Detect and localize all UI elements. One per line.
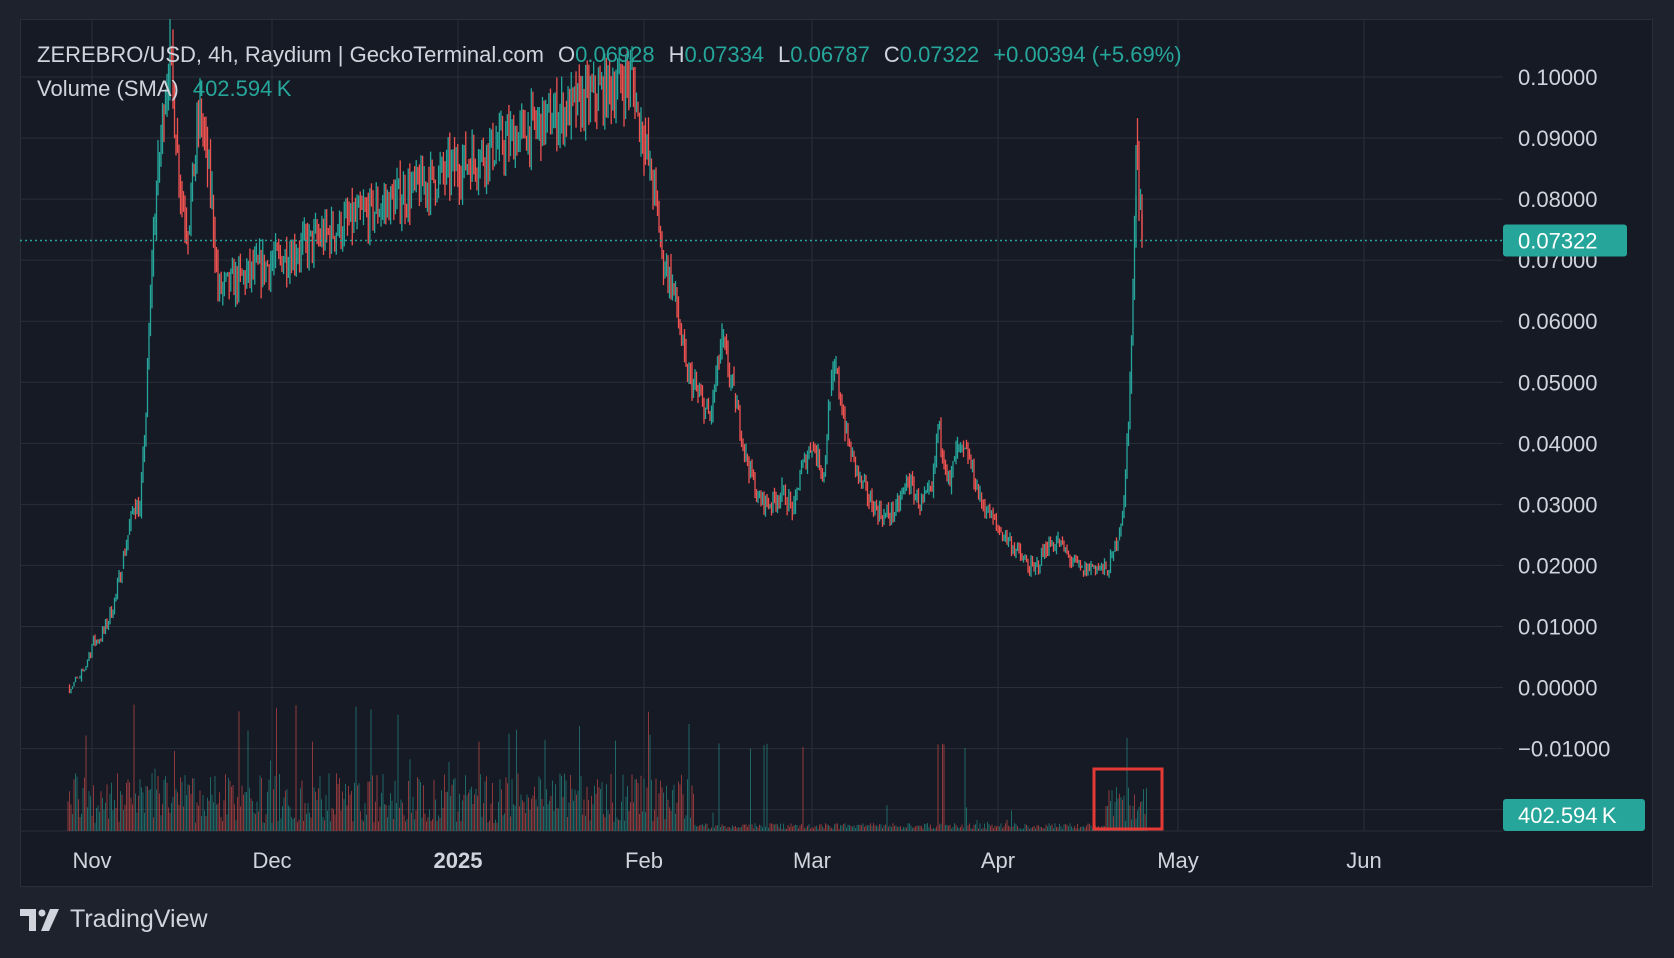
volume-highlight-box bbox=[1092, 767, 1164, 831]
high-label: H bbox=[668, 42, 685, 67]
price-badge: 0.07322 bbox=[1503, 224, 1627, 257]
close-value: 0.07322 bbox=[899, 42, 980, 67]
y-tick-label: 0.04000 bbox=[1518, 431, 1598, 456]
low-value: 0.06787 bbox=[790, 42, 870, 67]
change-value: +0.00394 (+5.69%) bbox=[993, 42, 1182, 67]
tradingview-logo-icon bbox=[20, 908, 59, 931]
volume-value: 402.594 K bbox=[192, 76, 292, 101]
ohlc-row: ZEREBRO/USD, 4h, Raydium | GeckoTerminal… bbox=[37, 38, 1182, 72]
y-axis-labels: 0.100000.090000.080000.070000.060000.050… bbox=[1518, 65, 1610, 823]
close-label: C bbox=[883, 42, 900, 67]
grid bbox=[20, 19, 1503, 832]
y-tick-label: 0.10000 bbox=[1518, 65, 1598, 90]
y-tick-label: 0.01000 bbox=[1518, 614, 1598, 639]
volume-bars bbox=[67, 704, 1147, 831]
low-label: L bbox=[778, 42, 791, 67]
y-tick-label: 0.00000 bbox=[1518, 676, 1598, 701]
x-tick-label: 2025 bbox=[434, 848, 483, 873]
price-badge-text: 0.07322 bbox=[1518, 228, 1598, 253]
x-tick-label: Mar bbox=[793, 848, 831, 873]
open-value: 0.06928 bbox=[575, 42, 655, 67]
y-tick-label: 0.02000 bbox=[1518, 553, 1598, 578]
open-label: O bbox=[557, 42, 576, 67]
symbol-title[interactable]: ZEREBRO/USD, 4h, Raydium | GeckoTerminal… bbox=[37, 42, 544, 67]
y-tick-label: 0.06000 bbox=[1518, 309, 1598, 334]
chart-frame bbox=[20, 19, 1653, 887]
volume-label[interactable]: Volume (SMA) bbox=[37, 76, 179, 101]
x-tick-label: Dec bbox=[252, 848, 291, 873]
x-tick-label: Apr bbox=[981, 848, 1015, 873]
y-tick-label: 0.08000 bbox=[1518, 187, 1598, 212]
y-tick-label: 0.03000 bbox=[1518, 492, 1598, 517]
y-tick-label: 0.05000 bbox=[1518, 370, 1598, 395]
volume-badge-background bbox=[1503, 799, 1645, 831]
x-tick-label: Jun bbox=[1346, 848, 1381, 873]
x-axis-labels: Nov Dec 2025 Feb Mar Apr May Jun bbox=[72, 848, 1381, 873]
footer[interactable]: TradingView bbox=[20, 905, 208, 934]
tradingview-brand: TradingView bbox=[70, 905, 208, 933]
price-badge-background bbox=[1503, 224, 1627, 257]
x-tick-label: May bbox=[1157, 848, 1199, 873]
price-candles bbox=[68, 19, 1143, 694]
x-tick-label: Feb bbox=[625, 848, 663, 873]
volume-row: Volume (SMA) 402.594 K bbox=[37, 72, 1182, 106]
y-tick-label: −0.01000 bbox=[1518, 737, 1610, 762]
volume-badge-text: 402.594 K bbox=[1518, 803, 1617, 828]
volume-badge: 402.594 K bbox=[1503, 799, 1645, 831]
chart-svg[interactable]: 0.100000.090000.080000.070000.060000.050… bbox=[20, 19, 1653, 887]
y-tick-label: 0.09000 bbox=[1518, 126, 1598, 151]
chart-legend: ZEREBRO/USD, 4h, Raydium | GeckoTerminal… bbox=[37, 38, 1182, 106]
high-value: 0.07334 bbox=[684, 42, 765, 67]
x-tick-label: Nov bbox=[72, 848, 111, 873]
